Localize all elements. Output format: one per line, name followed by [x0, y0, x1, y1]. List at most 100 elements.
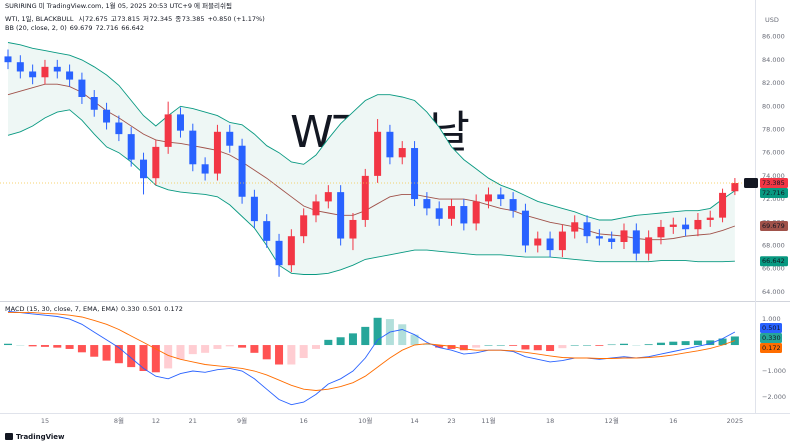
ohlc-value: 73.815: [117, 15, 140, 23]
published: SURIRING 미 TradingView.com, 1월 05, 2025 …: [5, 1, 232, 10]
histogram-bar: [275, 345, 284, 365]
histogram-bar: [583, 345, 592, 346]
histogram-bar: [669, 341, 678, 346]
y-tick-label: −2.000: [762, 393, 786, 401]
candle-body: [398, 148, 406, 158]
macd-tag: 0.501: [762, 324, 781, 332]
candle-body: [4, 56, 12, 63]
x-tick-label: 11월: [481, 416, 495, 425]
histogram-bar: [287, 345, 296, 365]
bb-lower-value: 66.642: [121, 24, 144, 32]
candle-body: [324, 192, 332, 202]
histogram-bar: [521, 345, 530, 350]
last-price-tag-bg: [760, 178, 788, 189]
candle-body: [41, 66, 49, 78]
ohlc-value: 72.675: [85, 15, 108, 23]
y-tick-label: 64.000: [762, 288, 785, 296]
histogram-tag: 0.330: [762, 334, 781, 342]
candle-body: [521, 210, 529, 246]
candle-body: [201, 164, 209, 174]
candle-body: [411, 148, 419, 200]
candle-body: [460, 206, 468, 224]
histogram-bar: [90, 345, 99, 357]
candle-body: [608, 238, 616, 242]
candle-body: [164, 114, 172, 147]
histogram-bar: [225, 345, 234, 347]
histogram-bar: [188, 345, 197, 355]
candle-body: [620, 230, 628, 242]
histogram-bar: [706, 340, 715, 346]
y-tick-label: 68.000: [762, 241, 785, 249]
histogram-bar: [718, 338, 727, 346]
bb-lower-tag: 66.642: [762, 257, 785, 265]
bb-upper-tag: 72.716: [762, 189, 785, 197]
candle-body: [29, 71, 37, 78]
histogram-bar: [656, 342, 665, 346]
histogram-bar: [28, 345, 37, 347]
histogram-value: 0.330: [121, 305, 140, 313]
x-tick-label: 9월: [237, 416, 247, 425]
candle-body: [226, 131, 234, 146]
histogram-bar: [262, 345, 271, 360]
candle-body: [238, 145, 246, 197]
x-tick-label: 21: [189, 417, 197, 425]
signal-line: [8, 312, 736, 391]
histogram-bar: [250, 345, 259, 353]
candle-body: [103, 109, 111, 123]
last-symbol-tag: WTI: [746, 179, 758, 187]
candle-body: [66, 71, 74, 80]
histogram-bar: [139, 345, 148, 371]
histogram-bar: [164, 345, 173, 369]
candle-body: [140, 159, 148, 179]
candle-body: [448, 206, 456, 219]
bb-basis-tag: 69.679: [762, 222, 785, 230]
candle-body: [632, 230, 640, 254]
candle-body: [78, 79, 86, 97]
histogram-bar: [102, 345, 111, 361]
histogram-bar: [496, 345, 505, 346]
y-tick-label: 84.000: [762, 56, 785, 64]
candle-body: [731, 183, 739, 192]
candle-body: [312, 201, 320, 216]
histogram-bar: [422, 343, 431, 346]
histogram-bar: [373, 317, 382, 346]
bb-basis-tag-bg: [760, 221, 788, 232]
x-tick-label: 23: [447, 417, 455, 425]
histogram-bar: [4, 343, 12, 346]
bb-upper-tag-bg: [760, 188, 788, 199]
y-tick-label: −1.000: [762, 367, 786, 375]
macd-tag-bg: [760, 323, 782, 334]
bb-basis-value: 69.679: [70, 24, 93, 32]
candle-body: [176, 114, 184, 131]
symbol: WTI, 1일, BLACKBULL: [5, 14, 74, 23]
histogram-bar: [299, 345, 308, 359]
currency: USD: [765, 16, 779, 24]
histogram-bar: [546, 345, 555, 352]
band-lower: [7, 109, 735, 275]
histogram-bar: [447, 345, 456, 349]
y-tick-label: 1.000: [762, 315, 781, 323]
histogram-bar: [77, 345, 86, 353]
candle-body: [595, 236, 603, 239]
x-tick-label: 18: [546, 417, 554, 425]
candle-body: [287, 236, 295, 266]
candle-body: [349, 219, 357, 239]
ohlc-value: 72.345: [149, 15, 172, 23]
candle-body: [337, 192, 345, 239]
y-tick-label: 66.000: [762, 265, 785, 273]
signal-value: 0.172: [164, 305, 183, 313]
candle-body: [583, 222, 591, 237]
ohlc-letter: 종: [175, 15, 181, 23]
candle-body: [53, 66, 61, 72]
histogram-bar: [53, 345, 62, 348]
candle-body: [16, 62, 24, 72]
candle-body: [263, 221, 271, 241]
histogram-bar: [16, 345, 25, 346]
x-tick-label: 10월: [358, 416, 372, 425]
candle-body: [189, 130, 197, 165]
macd-value: 0.501: [143, 305, 162, 313]
last-symbol-tag-bg: [744, 178, 758, 189]
histogram-bar: [620, 343, 628, 346]
macd-line: [7, 310, 736, 406]
